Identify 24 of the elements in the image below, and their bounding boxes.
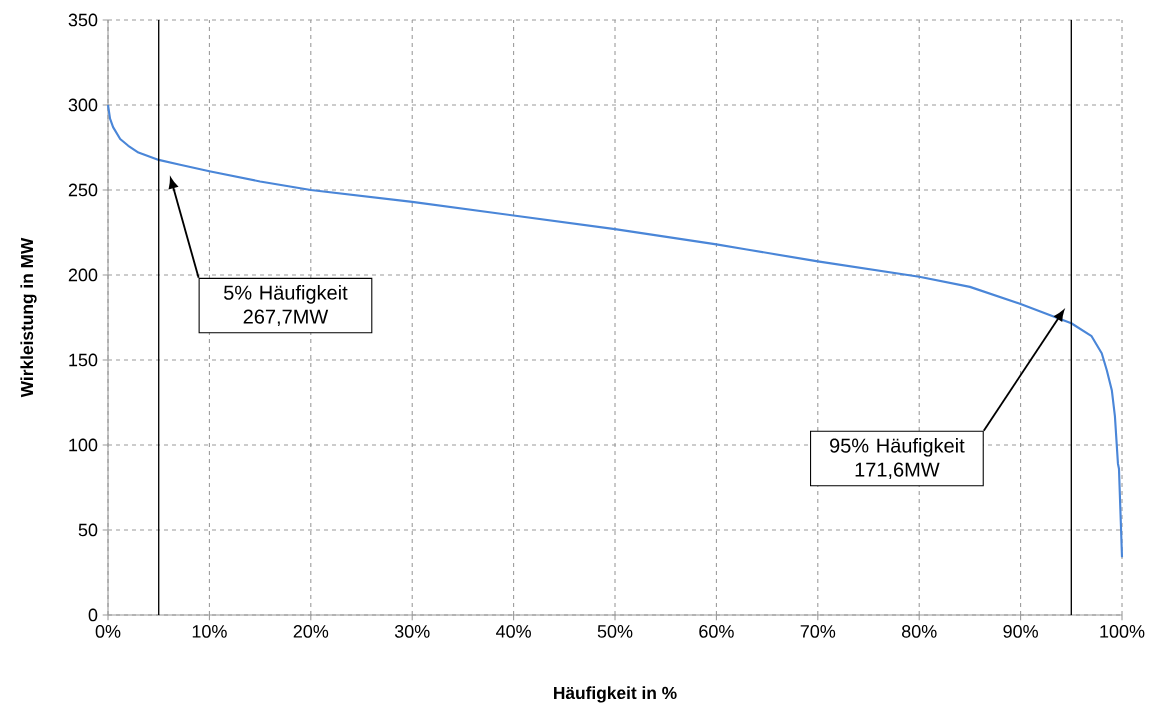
y-tick-label: 100	[69, 438, 98, 452]
y-tick-label: 250	[68, 183, 98, 197]
annotation: 95% Häufigkeit 171,6MW	[830, 437, 965, 480]
y-axis-title: Wirkleistung in MW	[20, 237, 37, 398]
y-tick-label: 50	[78, 523, 98, 537]
x-tick-label: 70%	[800, 625, 836, 638]
y-tick-label: 0	[88, 608, 98, 622]
x-tick-label: 20%	[293, 625, 329, 638]
line-series	[106, 103, 1124, 559]
x-tick-label: 80%	[901, 625, 937, 638]
x-tick-label: 30%	[394, 625, 430, 638]
x-tick-label: 10%	[192, 625, 227, 638]
x-tick-label: 0%	[95, 625, 121, 638]
x-axis-title: Häufigkeit in %	[554, 686, 677, 703]
annotation: 5% Häufigkeit 267,7MW	[224, 285, 348, 327]
x-tick-label: 60%	[699, 625, 734, 638]
y-tick-label: 200	[68, 268, 98, 282]
x-tick-label: 50%	[597, 625, 633, 638]
y-tick-label: 150	[69, 353, 98, 367]
x-tick-label: 100%	[1100, 625, 1145, 638]
y-tick-label: 300	[68, 98, 98, 112]
x-tick-label: 40%	[496, 625, 531, 638]
x-tick-label: 90%	[1003, 625, 1038, 638]
y-tick-label: 350	[68, 13, 98, 27]
